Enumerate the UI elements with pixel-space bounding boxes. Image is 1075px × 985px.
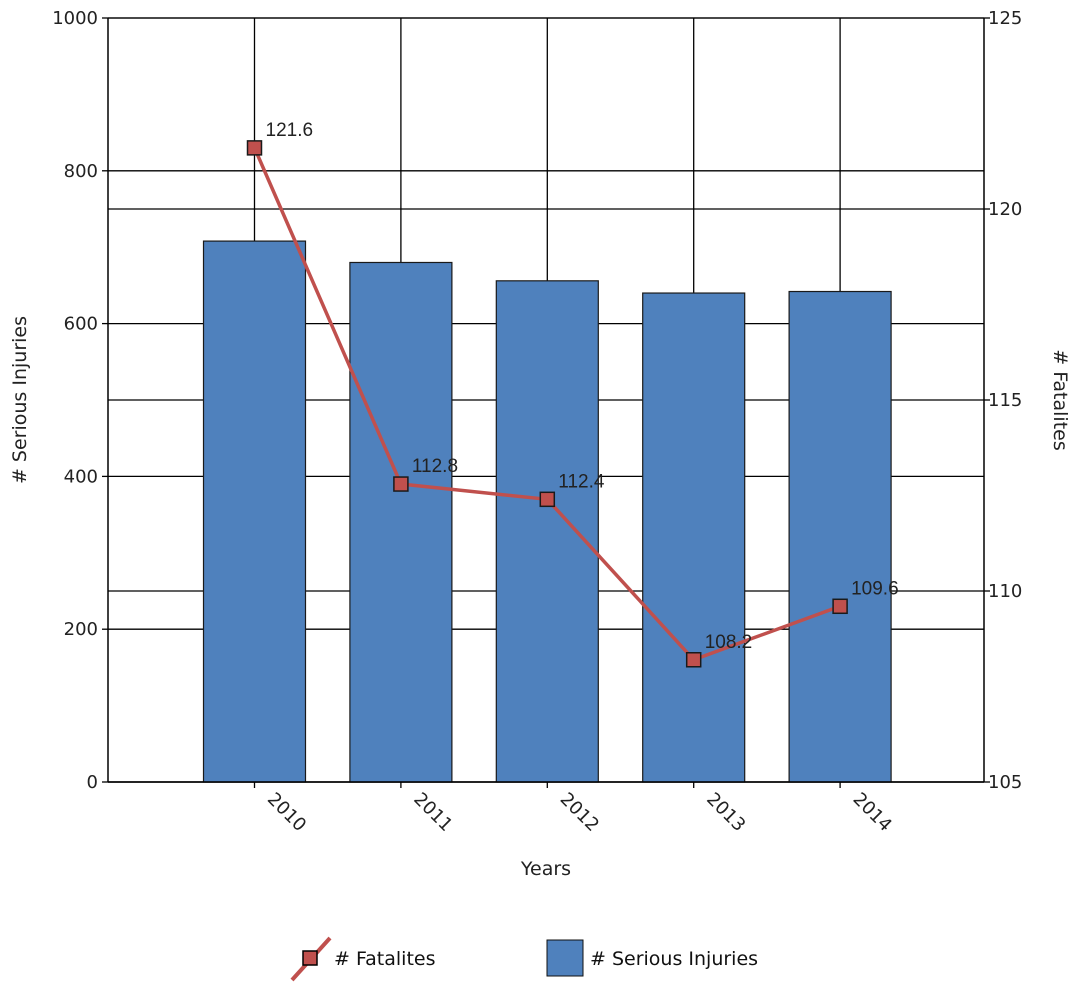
x-axis-title: Years bbox=[520, 858, 571, 880]
y2-tick-label: 105 bbox=[988, 772, 1022, 793]
bar bbox=[642, 292, 746, 783]
y-tick-label: 1000 bbox=[52, 8, 98, 29]
bar bbox=[495, 280, 599, 783]
line-layer: 121.6 112.8 112.4 108.2 109.6 bbox=[246, 120, 899, 668]
y2-axis-title: # Fatalites bbox=[1049, 349, 1071, 450]
data-label: 108.2 bbox=[705, 632, 753, 653]
y-tick-label: 600 bbox=[64, 314, 98, 335]
bar bbox=[349, 261, 453, 783]
y2-tick-label: 125 bbox=[988, 8, 1022, 29]
legend-label-serious-injuries: # Serious Injuries bbox=[590, 948, 758, 970]
legend-item-serious-injuries: # Serious Injuries bbox=[546, 939, 758, 977]
bar bbox=[788, 290, 892, 783]
y-tick-label: 800 bbox=[64, 161, 98, 182]
y2-tick-label: 110 bbox=[988, 581, 1022, 602]
bars bbox=[202, 240, 892, 783]
y2-tick-label: 120 bbox=[988, 199, 1022, 220]
data-label: 121.6 bbox=[266, 120, 314, 141]
y-tick-label: 400 bbox=[64, 466, 98, 487]
y-tick-label: 200 bbox=[64, 619, 98, 640]
x-tick-label: 2012 bbox=[556, 789, 603, 836]
x-tick-label: 2011 bbox=[409, 789, 456, 836]
line-marker bbox=[832, 598, 848, 615]
line-marker bbox=[393, 476, 409, 492]
legend: # Fatalites # Serious Injuries bbox=[290, 936, 758, 982]
y2-tick-label: 115 bbox=[988, 390, 1022, 411]
x-tick-label: 2010 bbox=[263, 789, 310, 836]
data-label: 109.6 bbox=[851, 578, 899, 599]
legend-item-fatalites: # Fatalites bbox=[290, 936, 435, 982]
legend-bar-swatch bbox=[546, 939, 584, 977]
legend-label-fatalites: # Fatalites bbox=[334, 948, 435, 970]
line-marker bbox=[685, 652, 702, 668]
data-label: 112.8 bbox=[412, 456, 458, 477]
y-tick-label: 0 bbox=[87, 772, 98, 793]
data-label: 112.4 bbox=[558, 471, 605, 492]
x-tick-label: 2013 bbox=[702, 789, 749, 836]
y-axis-title: # Serious Injuries bbox=[9, 316, 31, 484]
legend-marker-swatch bbox=[302, 950, 318, 966]
line-marker bbox=[246, 140, 263, 156]
x-tick-label: 2014 bbox=[849, 789, 896, 836]
bar bbox=[202, 240, 307, 783]
line-marker bbox=[539, 491, 556, 508]
